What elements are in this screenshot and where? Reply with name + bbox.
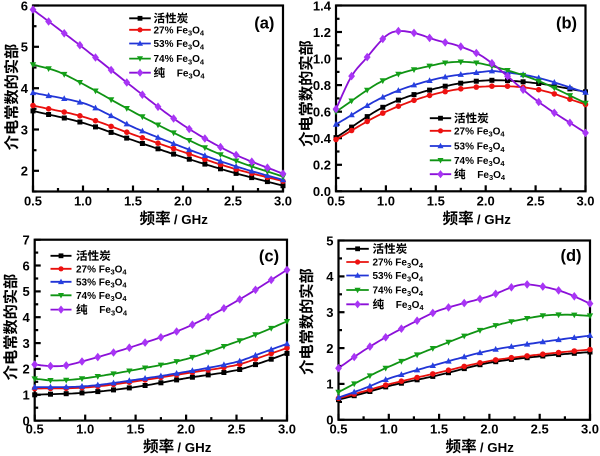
- svg-text:2.0: 2.0: [177, 422, 195, 437]
- svg-text:(d): (d): [560, 247, 581, 265]
- svg-text:Fe3O4: Fe3O4: [477, 170, 506, 182]
- svg-text:0: 0: [22, 413, 29, 428]
- svg-text:4: 4: [22, 310, 30, 325]
- svg-text:1.5: 1.5: [430, 422, 448, 437]
- svg-text:2.5: 2.5: [527, 194, 545, 209]
- svg-text:/ GHz: / GHz: [477, 212, 511, 227]
- svg-text:27% Fe3O4: 27% Fe3O4: [154, 25, 205, 37]
- svg-text:1: 1: [22, 388, 29, 403]
- svg-text:/ GHz: / GHz: [174, 212, 208, 227]
- svg-text:6: 6: [21, 0, 28, 13]
- svg-text:3: 3: [22, 336, 29, 351]
- svg-text:0.5: 0.5: [329, 422, 347, 437]
- svg-text:1.5: 1.5: [127, 422, 145, 437]
- svg-text:0.5: 0.5: [24, 194, 42, 209]
- svg-text:1.4: 1.4: [313, 0, 332, 13]
- svg-text:(c): (c): [259, 248, 279, 266]
- svg-text:1.0: 1.0: [74, 194, 92, 209]
- svg-text:7: 7: [22, 233, 29, 248]
- svg-text:6: 6: [22, 258, 29, 273]
- svg-text:Fe3O4: Fe3O4: [177, 68, 206, 80]
- svg-text:5: 5: [326, 233, 333, 248]
- svg-text:0.0: 0.0: [313, 184, 331, 199]
- svg-text:1.5: 1.5: [124, 194, 142, 209]
- svg-text:27% Fe3O4: 27% Fe3O4: [454, 126, 505, 138]
- svg-text:0.2: 0.2: [313, 158, 331, 173]
- svg-text:2.0: 2.0: [480, 422, 498, 437]
- svg-text:53% Fe3O4: 53% Fe3O4: [373, 271, 424, 283]
- svg-text:1: 1: [326, 377, 333, 392]
- svg-text:5: 5: [21, 40, 28, 55]
- svg-text:Fe3O4: Fe3O4: [99, 305, 128, 317]
- svg-text:1.2: 1.2: [313, 25, 331, 40]
- svg-text:0.8: 0.8: [313, 78, 331, 93]
- svg-text:1.0: 1.0: [313, 51, 331, 66]
- svg-text:0: 0: [326, 413, 333, 428]
- svg-text:5: 5: [22, 284, 29, 299]
- svg-text:3.0: 3.0: [576, 194, 594, 209]
- svg-text:/ GHz: / GHz: [177, 440, 211, 455]
- svg-text:0.4: 0.4: [313, 131, 332, 146]
- svg-text:2.0: 2.0: [174, 194, 192, 209]
- svg-text:74% Fe3O4: 74% Fe3O4: [154, 54, 205, 66]
- svg-text:(b): (b): [556, 15, 577, 33]
- svg-text:3.0: 3.0: [274, 194, 292, 209]
- svg-text:3.0: 3.0: [581, 422, 599, 437]
- svg-text:2.0: 2.0: [477, 194, 495, 209]
- svg-text:74% Fe3O4: 74% Fe3O4: [76, 291, 127, 303]
- svg-text:2: 2: [326, 341, 333, 356]
- svg-text:27% Fe3O4: 27% Fe3O4: [373, 258, 424, 270]
- svg-text:3.0: 3.0: [278, 422, 296, 437]
- svg-text:1.5: 1.5: [427, 194, 445, 209]
- svg-text:0.5: 0.5: [327, 194, 345, 209]
- svg-text:2.5: 2.5: [531, 422, 549, 437]
- svg-text:27% Fe3O4: 27% Fe3O4: [76, 264, 127, 276]
- svg-text:3: 3: [21, 122, 28, 137]
- svg-text:4: 4: [326, 269, 334, 284]
- svg-text:53% Fe3O4: 53% Fe3O4: [76, 277, 127, 289]
- svg-text:/ GHz: / GHz: [480, 440, 514, 455]
- svg-text:0.5: 0.5: [26, 422, 44, 437]
- svg-text:53% Fe3O4: 53% Fe3O4: [454, 142, 505, 154]
- svg-text:2.5: 2.5: [227, 422, 245, 437]
- svg-text:53% Fe3O4: 53% Fe3O4: [154, 39, 205, 51]
- svg-text:3: 3: [326, 305, 333, 320]
- svg-text:1.0: 1.0: [76, 422, 94, 437]
- svg-text:4: 4: [21, 81, 29, 96]
- svg-text:74% Fe3O4: 74% Fe3O4: [373, 286, 424, 298]
- svg-text:2: 2: [22, 362, 29, 377]
- svg-text:2.5: 2.5: [224, 194, 242, 209]
- svg-text:74% Fe3O4: 74% Fe3O4: [454, 156, 505, 168]
- svg-text:0.6: 0.6: [313, 105, 331, 120]
- svg-text:1.0: 1.0: [377, 194, 395, 209]
- svg-text:1.0: 1.0: [380, 422, 398, 437]
- svg-text:2: 2: [21, 164, 28, 179]
- svg-text:(a): (a): [254, 15, 274, 33]
- svg-text:Fe3O4: Fe3O4: [396, 300, 425, 312]
